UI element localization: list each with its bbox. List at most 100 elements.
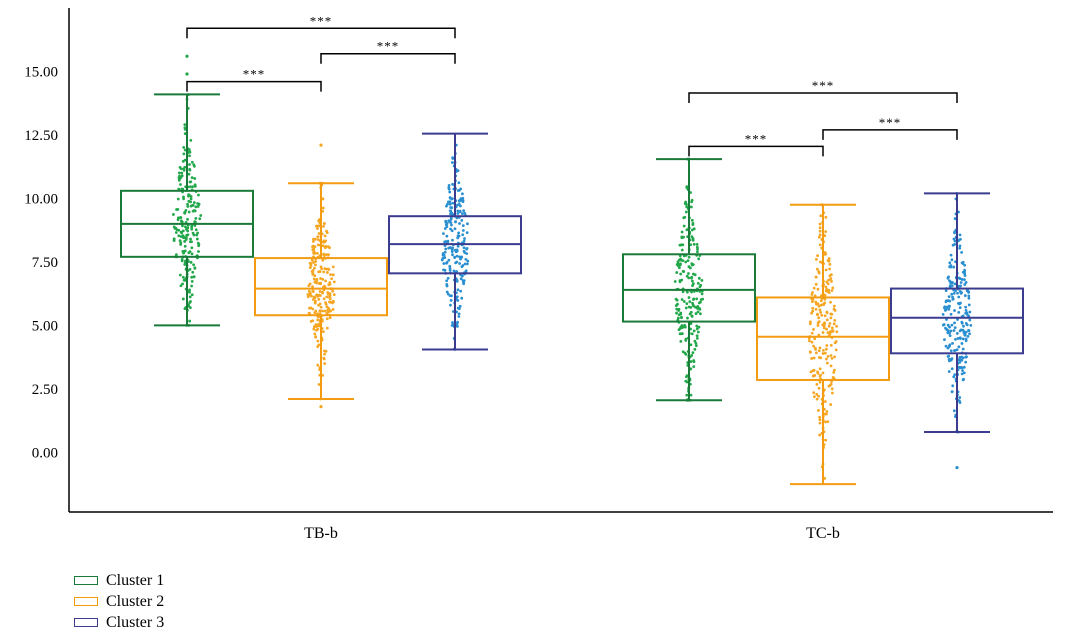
data-point bbox=[317, 343, 321, 347]
data-point bbox=[948, 305, 951, 308]
data-point bbox=[965, 355, 968, 359]
data-point bbox=[184, 238, 188, 241]
data-point bbox=[314, 263, 317, 267]
data-point bbox=[820, 313, 824, 317]
data-point bbox=[957, 310, 961, 314]
data-point bbox=[199, 214, 203, 217]
data-point bbox=[446, 292, 450, 296]
data-point bbox=[317, 383, 321, 386]
data-point bbox=[172, 239, 176, 242]
data-point bbox=[828, 267, 832, 271]
data-point bbox=[318, 270, 322, 273]
data-point bbox=[824, 420, 827, 424]
data-point bbox=[451, 321, 454, 324]
data-point bbox=[811, 291, 814, 294]
data-point bbox=[461, 233, 465, 237]
legend: Cluster 1 Cluster 2 Cluster 3 bbox=[74, 570, 164, 633]
data-point bbox=[310, 270, 314, 273]
data-point bbox=[182, 278, 186, 282]
data-point bbox=[692, 360, 696, 364]
data-point bbox=[330, 277, 334, 281]
data-point bbox=[811, 309, 815, 313]
data-point bbox=[323, 267, 327, 271]
data-point bbox=[453, 227, 457, 231]
data-point bbox=[190, 252, 194, 256]
data-point bbox=[679, 332, 683, 336]
data-point bbox=[183, 126, 187, 130]
data-point bbox=[183, 165, 187, 169]
data-point bbox=[948, 325, 951, 329]
outlier-point bbox=[319, 405, 323, 409]
data-point bbox=[815, 392, 819, 396]
data-point bbox=[808, 322, 812, 326]
data-point bbox=[444, 240, 448, 243]
data-point bbox=[963, 294, 967, 297]
data-point bbox=[949, 253, 953, 257]
data-point bbox=[947, 370, 951, 373]
data-point bbox=[314, 335, 318, 339]
data-point bbox=[678, 243, 682, 247]
data-point bbox=[698, 312, 702, 316]
box-body bbox=[756, 296, 890, 381]
data-point bbox=[191, 185, 195, 189]
data-point bbox=[819, 260, 822, 264]
data-point bbox=[964, 330, 968, 334]
data-point bbox=[456, 288, 460, 292]
data-point bbox=[960, 278, 964, 281]
data-point bbox=[689, 343, 693, 347]
data-point bbox=[316, 235, 320, 239]
significance-label: *** bbox=[812, 78, 835, 93]
data-point bbox=[817, 349, 821, 353]
data-point bbox=[179, 216, 183, 220]
data-point bbox=[952, 375, 956, 379]
data-point bbox=[814, 351, 818, 355]
data-point bbox=[825, 288, 829, 291]
data-point bbox=[179, 183, 182, 186]
data-point bbox=[817, 394, 821, 398]
data-point bbox=[321, 209, 325, 213]
data-point bbox=[331, 273, 335, 277]
data-point bbox=[197, 203, 201, 206]
data-point bbox=[180, 259, 184, 263]
data-point bbox=[181, 297, 185, 301]
data-point bbox=[692, 304, 695, 308]
data-point bbox=[683, 351, 687, 355]
data-point bbox=[824, 230, 828, 234]
data-point bbox=[327, 245, 330, 249]
data-point bbox=[193, 220, 197, 224]
data-point bbox=[324, 349, 328, 353]
data-point bbox=[967, 329, 970, 332]
data-point bbox=[447, 184, 451, 187]
data-point bbox=[184, 209, 188, 212]
data-point bbox=[316, 363, 320, 367]
data-point bbox=[691, 284, 694, 287]
data-point bbox=[695, 327, 699, 331]
data-point bbox=[674, 297, 678, 301]
data-point bbox=[830, 289, 834, 292]
data-point bbox=[177, 179, 181, 182]
x-category-label: TC-b bbox=[806, 525, 840, 542]
data-point bbox=[186, 202, 189, 206]
data-point bbox=[829, 403, 833, 406]
data-point bbox=[323, 245, 327, 249]
data-point bbox=[951, 281, 954, 284]
data-point bbox=[825, 410, 829, 413]
data-point bbox=[960, 372, 964, 376]
legend-item-cluster-3: Cluster 3 bbox=[74, 612, 164, 633]
data-point bbox=[314, 323, 318, 327]
data-point bbox=[681, 243, 685, 247]
data-point bbox=[179, 284, 183, 288]
data-point bbox=[695, 334, 699, 338]
data-point bbox=[309, 306, 313, 310]
data-point bbox=[449, 303, 452, 307]
data-point bbox=[456, 325, 459, 328]
data-point bbox=[821, 371, 825, 375]
data-point bbox=[463, 237, 466, 240]
data-point bbox=[829, 316, 833, 320]
data-point bbox=[968, 332, 971, 336]
data-point bbox=[819, 214, 823, 218]
data-point bbox=[830, 312, 834, 316]
data-point bbox=[317, 322, 320, 326]
data-point bbox=[817, 409, 820, 412]
data-point bbox=[184, 227, 188, 231]
